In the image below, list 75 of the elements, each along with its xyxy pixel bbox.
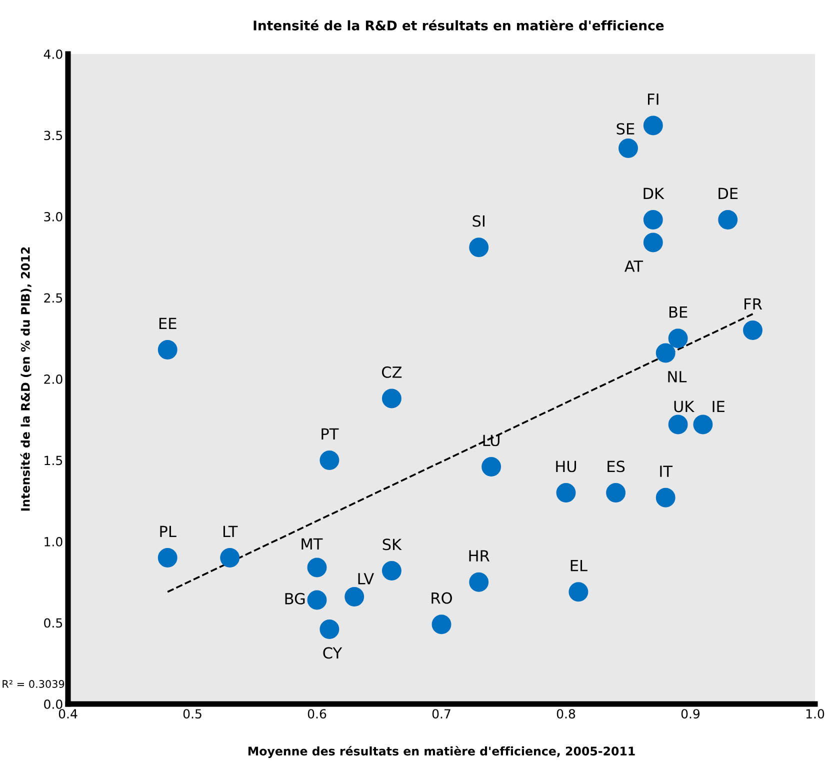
point xyxy=(220,548,240,568)
series-label: PT xyxy=(322,428,339,440)
series-label: DK xyxy=(644,188,664,199)
point xyxy=(320,450,340,470)
series-label: NL xyxy=(668,371,687,382)
chart-title: Intensité de la R&D et résultats en matière d'efficience xyxy=(254,20,664,30)
series-label: IE xyxy=(712,400,724,412)
x-tick-label: 0.8 xyxy=(556,709,576,719)
series-label: DE xyxy=(718,188,738,199)
x-tick-label: 0.4 xyxy=(58,709,78,719)
point xyxy=(158,548,178,568)
x-tick-label: 0.5 xyxy=(183,709,202,719)
series-label: MT xyxy=(302,538,323,550)
point xyxy=(668,414,688,434)
point xyxy=(320,620,340,639)
series-label: BE xyxy=(669,306,688,318)
y-tick-label: 2.5 xyxy=(44,293,62,303)
point xyxy=(556,483,576,502)
series-label: SE xyxy=(616,123,634,135)
point xyxy=(568,582,588,602)
series-label: EL xyxy=(570,560,588,572)
y-tick-label: 1.5 xyxy=(44,456,62,466)
point xyxy=(743,320,762,340)
x-axis-title: Moyenne des résultats en matière d'efficience, 2005-2011 xyxy=(248,746,635,758)
point xyxy=(382,388,402,408)
series-label: HU xyxy=(556,460,576,472)
series-label: CZ xyxy=(382,366,402,378)
point xyxy=(469,572,489,592)
point xyxy=(643,116,663,136)
y-tick-label: 4.0 xyxy=(44,49,62,59)
point xyxy=(718,210,738,230)
point xyxy=(469,238,489,258)
series-label: SI xyxy=(472,215,484,227)
series-label: FR xyxy=(744,298,762,310)
series-label: UK xyxy=(674,400,695,412)
series-label: IT xyxy=(660,466,673,477)
y-tick-label: 1.0 xyxy=(44,536,62,546)
point xyxy=(618,138,638,158)
series-label: LT xyxy=(223,526,238,537)
series-label: AT xyxy=(624,260,644,272)
series-label: SK xyxy=(382,538,402,550)
series-label: CY xyxy=(323,647,342,659)
point xyxy=(656,488,676,508)
series-label: BG xyxy=(285,592,305,604)
point xyxy=(158,340,178,360)
point xyxy=(482,457,502,476)
x-tick-label: 1.0 xyxy=(806,709,824,719)
series-label: LV xyxy=(358,573,374,584)
series-label: PL xyxy=(160,526,176,537)
point xyxy=(668,328,688,348)
y-tick-label: 3.5 xyxy=(44,130,62,140)
text: R² = 0.3039 xyxy=(2,680,64,688)
series-label: RO xyxy=(432,592,452,604)
y-tick-label: 3.0 xyxy=(44,212,62,222)
point xyxy=(643,232,663,252)
y-tick-label: 0.5 xyxy=(44,618,62,628)
x-tick-label: 0.9 xyxy=(681,709,700,719)
point xyxy=(432,614,452,634)
point xyxy=(643,210,663,230)
point xyxy=(307,590,327,610)
x-tick-label: 0.6 xyxy=(308,709,326,719)
y-tick-label: 2.0 xyxy=(44,374,62,384)
series-label: FI xyxy=(648,94,658,105)
point xyxy=(307,558,327,578)
series-label: HR xyxy=(469,550,490,562)
point xyxy=(656,343,676,363)
y-axis-title: Intensité de la R&D (en % du PIB), 2012 xyxy=(20,247,32,511)
point xyxy=(693,414,713,434)
point xyxy=(606,483,626,502)
y-tick-label: 0.0 xyxy=(44,699,62,709)
series-label: ES xyxy=(608,460,625,472)
point xyxy=(382,561,402,580)
series-label: EE xyxy=(159,318,176,329)
x-tick-label: 0.7 xyxy=(432,709,450,719)
point xyxy=(344,587,364,606)
